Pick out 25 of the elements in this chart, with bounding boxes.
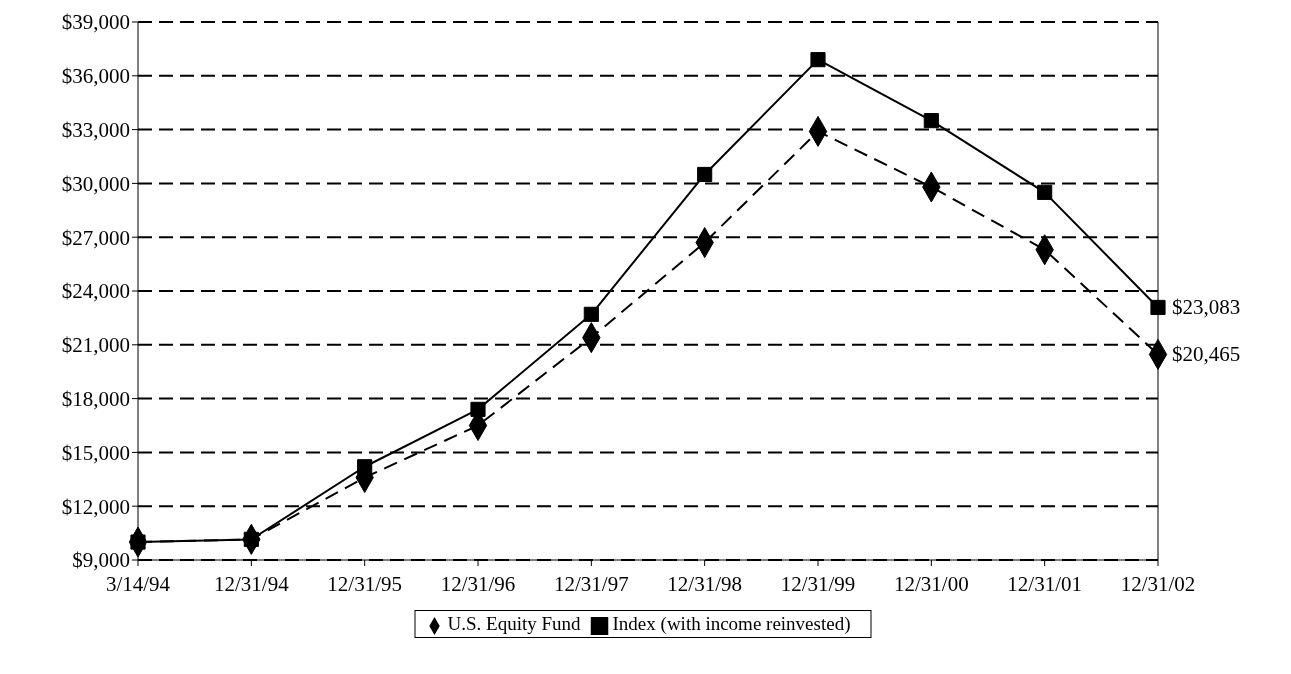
data-label: $20,465 — [1172, 342, 1241, 367]
x-tick-label: 12/31/96 — [440, 571, 516, 596]
y-tick-label: $36,000 — [61, 64, 130, 89]
x-tick-label: 12/31/95 — [327, 571, 402, 596]
y-tick-label: $21,000 — [61, 333, 130, 358]
y-tick-label: $30,000 — [61, 171, 130, 196]
data-label: $23,083 — [1172, 295, 1241, 320]
y-tick-label: $18,000 — [61, 387, 130, 412]
legend-label: Index (with income reinvested) — [612, 613, 851, 634]
legend-label: U.S. Equity Fund — [447, 613, 581, 634]
y-tick-label: $27,000 — [61, 225, 130, 250]
y-tick-label: $24,000 — [61, 279, 130, 304]
y-tick-label: $15,000 — [61, 440, 130, 465]
y-tick-label: $12,000 — [61, 494, 130, 519]
x-tick-label: 3/14/94 — [105, 571, 171, 596]
x-tick-label: 12/31/02 — [1120, 571, 1196, 596]
x-tick-label: 12/31/94 — [214, 571, 290, 596]
y-tick-label: $39,000 — [61, 10, 130, 35]
y-tick-label: $33,000 — [61, 118, 130, 143]
x-tick-label: 12/31/97 — [554, 571, 629, 596]
x-tick-label: 12/31/99 — [780, 571, 856, 596]
y-tick-label: $9,000 — [72, 548, 130, 573]
x-tick-label: 12/31/01 — [1007, 571, 1082, 596]
x-tick-label: 12/31/98 — [667, 571, 742, 596]
x-tick-label: 12/31/00 — [894, 571, 969, 596]
